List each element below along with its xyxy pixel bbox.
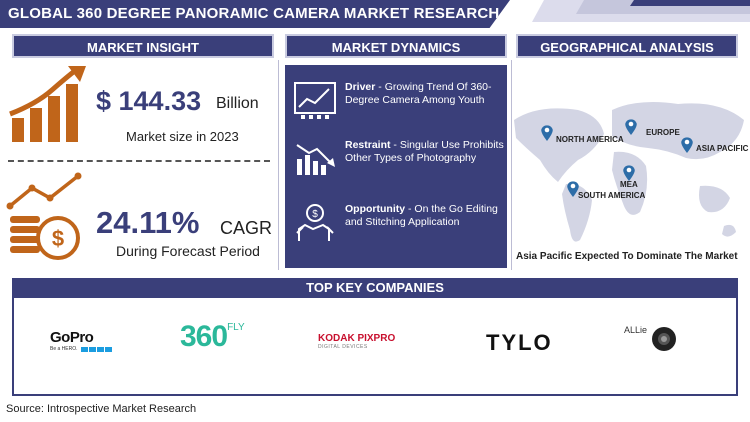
- region-north-america: NORTH AMERICA: [556, 135, 624, 144]
- gopro-logo: GoPro Be a HERO.: [50, 330, 112, 352]
- dynamics-driver: Driver - Growing Trend Of 360-Degree Cam…: [293, 81, 503, 135]
- region-mea: MEA: [620, 180, 638, 189]
- pin-south-america-icon: [567, 181, 579, 197]
- world-map-shapes: [514, 102, 744, 242]
- market-size-value: $ 144.33: [96, 86, 202, 116]
- 360fly-name: 360: [180, 320, 228, 353]
- market-size-caption: Market size in 2023: [126, 129, 239, 144]
- idea-hand-icon: $: [296, 204, 334, 241]
- restraint-label: Restraint: [345, 139, 391, 151]
- 360fly-logo: 360FLY: [180, 320, 245, 354]
- gopro-tag: Be a HERO.: [50, 346, 78, 352]
- opportunity-text: - On the Go Editing and Stitching Applic…: [345, 203, 498, 228]
- pin-europe-icon: [625, 119, 637, 135]
- opportunity-label: Opportunity: [345, 203, 406, 215]
- top-key-companies-header: TOP KEY COMPANIES: [12, 278, 738, 298]
- driver-label: Driver: [345, 81, 376, 93]
- market-size-unit: Billion: [216, 95, 259, 112]
- market-dynamics-header: MARKET DYNAMICS: [285, 34, 507, 58]
- tylo-logo: TYLO: [486, 330, 553, 355]
- svg-text:$: $: [52, 226, 64, 251]
- kodak-pixpro-tag: DIGITAL DEVICES: [318, 344, 368, 350]
- world-map: NORTH AMERICA EUROPE ASIA PACIFIC MEA SO…: [508, 90, 750, 250]
- insight-divider: [8, 160, 270, 162]
- 360fly-suffix: FLY: [227, 322, 245, 333]
- svg-text:$: $: [312, 209, 318, 220]
- driver-text: - Growing Trend Of 360-Degree Camera Amo…: [345, 81, 492, 106]
- allie-camera-icon: [652, 327, 677, 351]
- growth-chart-icon: [9, 66, 86, 142]
- column-divider: [278, 60, 279, 270]
- geographical-analysis-header: GEOGRAPHICAL ANALYSIS: [516, 34, 738, 58]
- cagr-caption: During Forecast Period: [116, 243, 260, 259]
- dynamics-opportunity: $ Opportunity - On the Go Editing and St…: [293, 203, 503, 257]
- region-south-america: SOUTH AMERICA: [578, 191, 646, 200]
- market-dynamics-panel: Driver - Growing Trend Of 360-Degree Cam…: [285, 65, 507, 268]
- region-europe: EUROPE: [646, 128, 680, 137]
- column-divider: [511, 60, 512, 270]
- cagr-unit: CAGR: [220, 218, 273, 238]
- coin-stack-icon: $: [6, 172, 82, 260]
- geo-footer-note: Asia Pacific Expected To Dominate The Ma…: [516, 251, 738, 262]
- gopro-name: GoPro: [50, 329, 94, 346]
- falling-chart-icon: [296, 144, 335, 175]
- source-note: Source: Introspective Market Research: [6, 403, 197, 415]
- report-title: GLOBAL 360 DEGREE PANORAMIC CAMERA MARKE…: [0, 0, 510, 28]
- restraint-text: - Singular Use Prohibits Other Types of …: [345, 139, 504, 164]
- region-asia-pacific: ASIA PACIFIC: [696, 144, 749, 153]
- market-insight-header: MARKET INSIGHT: [12, 34, 274, 58]
- kodak-pixpro-logo: KODAK PIXPRO DIGITAL DEVICES: [318, 333, 396, 351]
- corner-stripes-decoration: [532, 0, 750, 22]
- pin-asia-pacific-icon: [681, 137, 693, 153]
- allie-logo: ALLie: [624, 325, 677, 352]
- cagr-value: 24.11%: [96, 205, 200, 240]
- pin-north-america-icon: [541, 125, 553, 141]
- allie-name: ALLie: [624, 325, 648, 336]
- pin-mea-icon: [623, 165, 635, 181]
- dynamics-restraint: Restraint - Singular Use Prohibits Other…: [293, 139, 504, 193]
- kodak-pixpro-name: KODAK PIXPRO: [318, 333, 396, 344]
- rising-chart-icon: [294, 82, 336, 119]
